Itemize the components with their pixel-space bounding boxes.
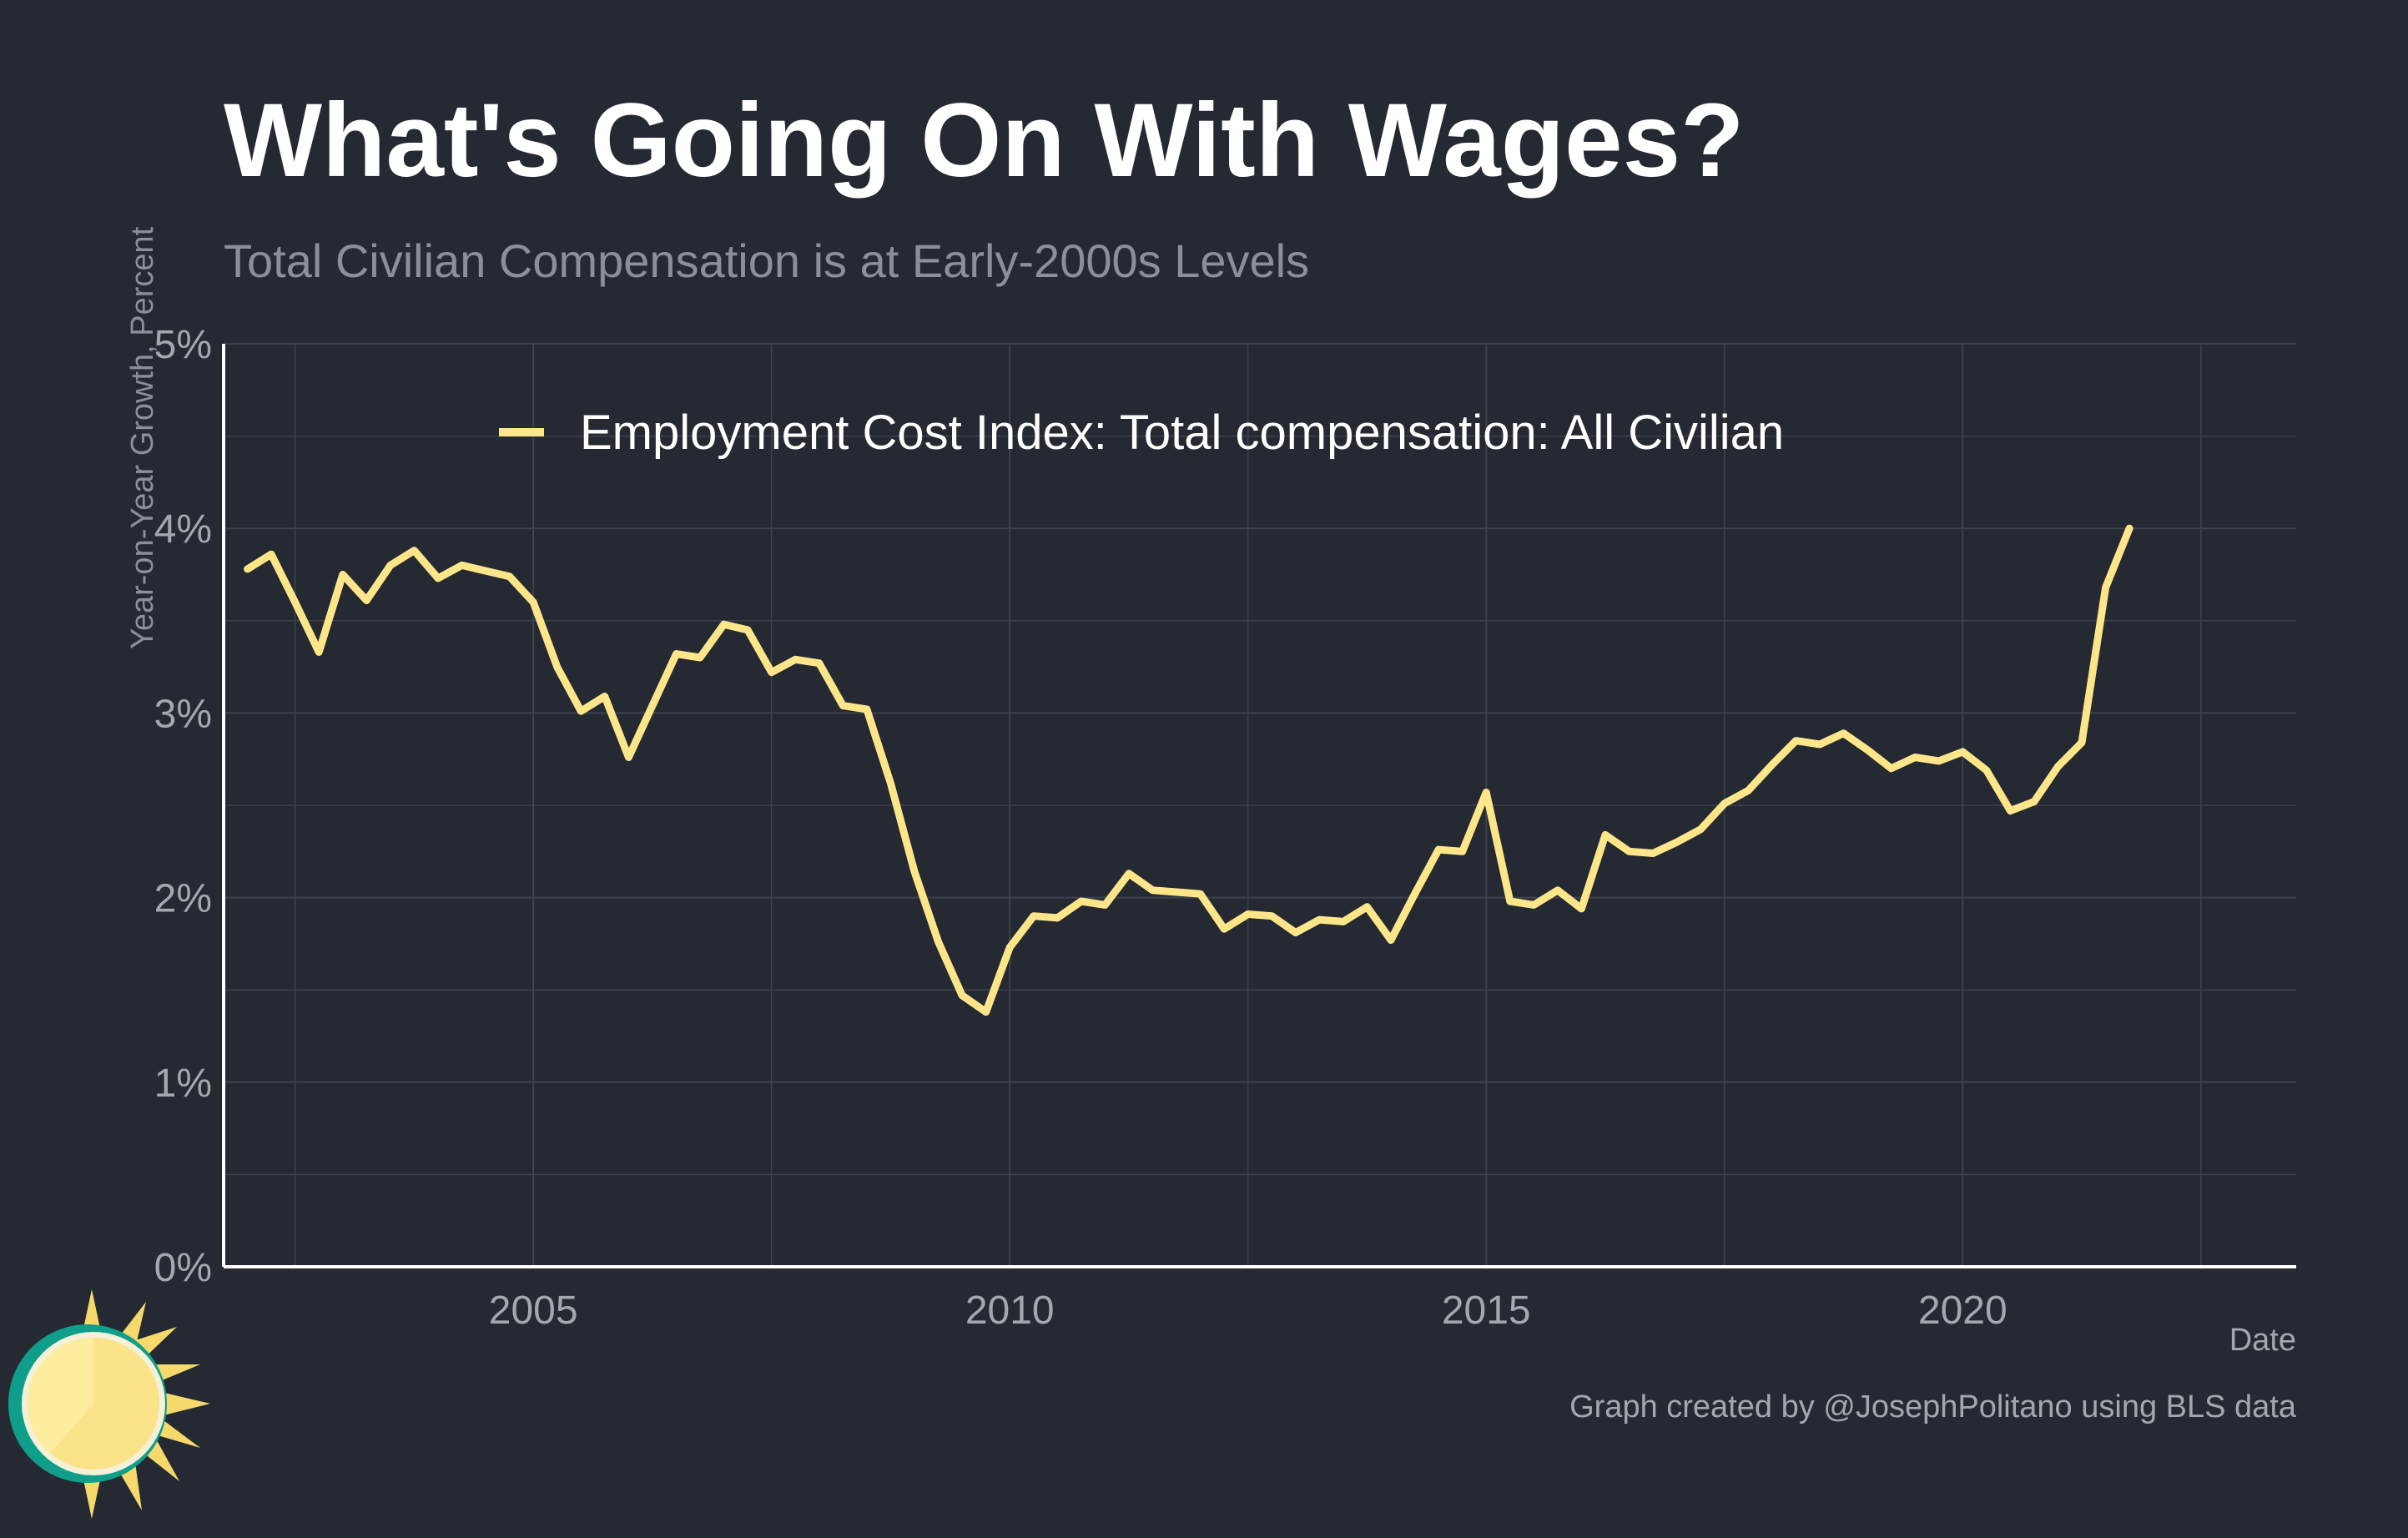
x-axis-label: Date xyxy=(2229,1323,2296,1358)
x-tick-label: 2015 xyxy=(1442,1288,1531,1333)
chart-subtitle: Total Civilian Compensation is at Early-… xyxy=(224,234,1310,287)
legend-label: Employment Cost Index: Total compensatio… xyxy=(580,406,1784,460)
y-tick-label: 0% xyxy=(154,1246,212,1290)
grid-lines xyxy=(224,343,2296,1267)
tick-labels: 0% 1% 2% 3% 4% 5% 2005 2010 2015 2020 xyxy=(154,323,2008,1333)
sun-logo-icon xyxy=(8,1289,210,1519)
legend: Employment Cost Index: Total compensatio… xyxy=(499,406,1784,460)
y-tick-label: 3% xyxy=(154,692,212,736)
y-tick-label: 5% xyxy=(154,323,212,367)
y-tick-label: 4% xyxy=(154,507,212,552)
axes xyxy=(222,344,2296,1268)
x-tick-label: 2005 xyxy=(489,1288,578,1333)
chart-caption: Graph created by @JosephPolitano using B… xyxy=(1569,1389,2296,1425)
chart-title: What's Going On With Wages? xyxy=(224,83,1745,199)
x-tick-label: 2020 xyxy=(1918,1288,2008,1333)
y-tick-label: 2% xyxy=(154,877,212,921)
x-tick-label: 2010 xyxy=(965,1288,1055,1333)
series-line xyxy=(244,524,2133,1016)
series-lines xyxy=(244,524,2133,1016)
y-tick-label: 1% xyxy=(154,1061,212,1106)
